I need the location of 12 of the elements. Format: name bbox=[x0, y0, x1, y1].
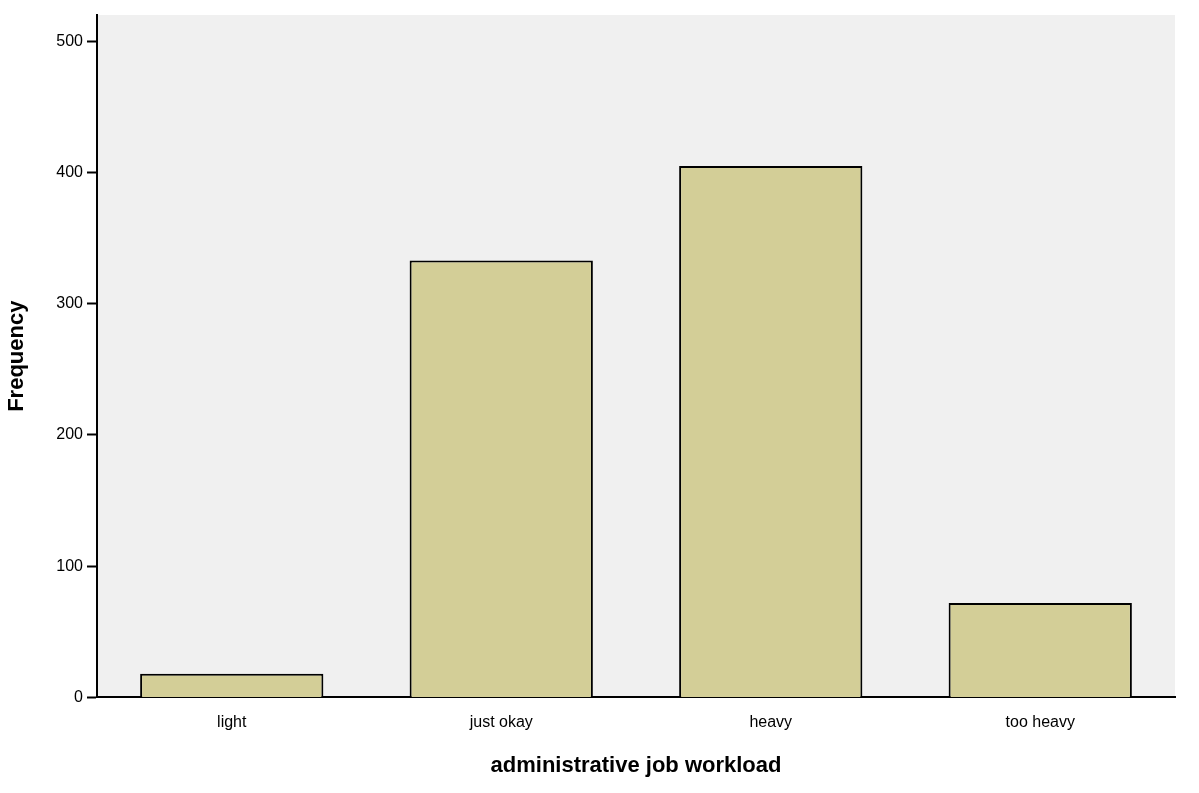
y-tick-label: 300 bbox=[56, 294, 84, 312]
x-tick-label: heavy bbox=[749, 713, 793, 731]
x-tick-label: too heavy bbox=[1005, 713, 1075, 731]
x-tick-label: just okay bbox=[468, 713, 533, 731]
x-axis-title: administrative job workload bbox=[490, 751, 782, 777]
y-axis-title: Frequency bbox=[3, 299, 29, 412]
y-tick-label: 400 bbox=[56, 162, 84, 180]
y-tick-label: 200 bbox=[56, 425, 84, 443]
y-tick-label: 100 bbox=[56, 556, 84, 574]
y-tick-label: 0 bbox=[74, 687, 84, 705]
y-tick-label: 500 bbox=[56, 31, 84, 49]
x-tick-label: light bbox=[217, 713, 247, 731]
